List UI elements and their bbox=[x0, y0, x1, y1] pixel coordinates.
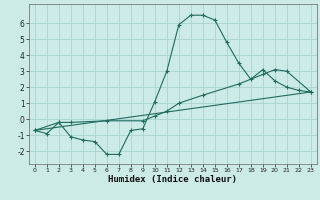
X-axis label: Humidex (Indice chaleur): Humidex (Indice chaleur) bbox=[108, 175, 237, 184]
